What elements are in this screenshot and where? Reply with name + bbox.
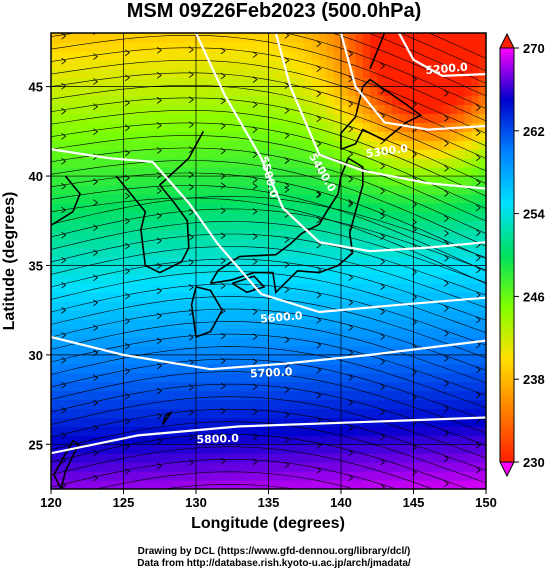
colorbar: 270 262 254 246 238 230 <box>499 32 545 478</box>
y-tick-label: 45 <box>29 80 43 95</box>
colorbar-tick-label: 238 <box>523 372 545 387</box>
height-contour-label: 5800.0 <box>196 432 239 446</box>
height-contour-line <box>195 33 486 253</box>
colorbar-min-arrow <box>499 461 515 478</box>
height-contour-line <box>339 33 486 131</box>
y-tick-label: 40 <box>29 169 43 184</box>
colorbar-max-arrow <box>499 32 515 49</box>
colorbar-tick-label: 246 <box>523 289 545 304</box>
coastlines <box>51 33 423 489</box>
height-contours: 5200.05300.05400.05500.05600.05700.05800… <box>51 33 486 455</box>
y-tick-label: 25 <box>29 437 43 452</box>
lat-lon-grid <box>51 33 486 489</box>
y-axis-label: Latitude (degrees) <box>1 192 18 331</box>
y-tick-label: 30 <box>29 348 43 363</box>
height-contour-label: 5700.0 <box>250 365 293 380</box>
colorbar-ticks: 270 262 254 246 238 230 <box>514 41 545 470</box>
height-contour-label: 5300.0 <box>365 142 409 161</box>
x-tick-label: 135 <box>258 495 280 510</box>
height-contour-line <box>51 335 486 371</box>
credit-drawing: Drawing by DCL (https://www.gfd-dennou.o… <box>137 546 411 557</box>
plot-title: MSM 09Z26Feb2023 (500.0hPa) <box>126 0 422 22</box>
x-axis-label: Longitude (degrees) <box>191 515 345 532</box>
credits: Drawing by DCL (https://www.gfd-dennou.o… <box>0 546 548 570</box>
x-tick-label: 125 <box>113 495 135 510</box>
x-tick-label: 145 <box>403 495 425 510</box>
colorbar-tick-label: 262 <box>523 124 545 139</box>
height-contour-line <box>51 148 486 314</box>
height-contour-line <box>51 416 486 455</box>
height-contour-label: 5600.0 <box>260 309 304 326</box>
plot-area: 5200.05300.05400.05500.05600.05700.05800… <box>51 33 486 489</box>
colorbar-tick-label: 230 <box>523 455 545 470</box>
x-tick-label: 120 <box>40 495 62 510</box>
height-contour-label: 5200.0 <box>425 60 469 77</box>
y-tick-label: 35 <box>29 258 43 273</box>
colorbar-tick-label: 254 <box>523 207 545 222</box>
colorbar-body <box>499 47 515 463</box>
x-tick-label: 130 <box>185 495 207 510</box>
x-tick-label: 140 <box>330 495 352 510</box>
y-axis-ticks: 25 30 35 40 45 <box>29 80 51 452</box>
height-contour-line <box>274 33 486 190</box>
x-axis-ticks: 120 125 130 135 140 145 150 <box>40 489 497 510</box>
colorbar-tick-label: 270 <box>523 41 545 56</box>
credit-data: Data from http://database.rish.kyoto-u.a… <box>137 558 411 569</box>
height-contour-line <box>398 33 486 78</box>
x-tick-label: 150 <box>475 495 497 510</box>
